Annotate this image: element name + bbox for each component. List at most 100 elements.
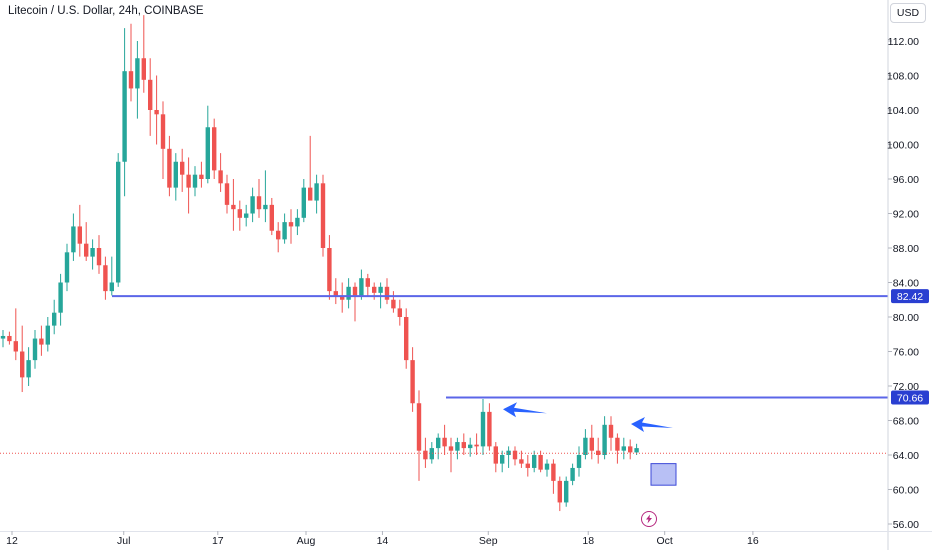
candle <box>109 256 114 296</box>
candle-body <box>352 286 358 296</box>
candle <box>0 329 6 348</box>
target-box[interactable] <box>650 463 677 486</box>
candle <box>480 398 486 455</box>
price-axis[interactable]: 112.00 108.00 104.00 100.00 96.00 92.00 88.00 8… <box>887 0 919 550</box>
candle <box>372 282 377 300</box>
candle-body <box>391 299 396 309</box>
price-tick-label: 96.00 <box>893 174 919 186</box>
candle-body <box>365 278 370 287</box>
time-tick-label: 14 <box>377 535 389 547</box>
candle <box>628 439 633 460</box>
candle-body <box>493 446 498 464</box>
candle <box>583 429 588 460</box>
candle <box>448 437 454 473</box>
candle <box>167 135 172 197</box>
price-tick-label: 72.00 <box>893 381 919 393</box>
price-label-text: 70.66 <box>897 393 923 405</box>
candle <box>122 28 127 197</box>
candle <box>320 174 326 257</box>
candle <box>455 437 460 460</box>
candle-body <box>532 455 537 468</box>
currency-button[interactable]: USD <box>890 3 926 23</box>
drawings-layer: 82.42 70.66 <box>0 289 929 486</box>
candle-body <box>244 213 249 218</box>
candle <box>429 442 434 464</box>
candle-body <box>116 161 121 283</box>
candle <box>212 118 217 179</box>
candle <box>71 213 76 261</box>
price-tick-label: 60.00 <box>893 485 919 497</box>
candle <box>352 282 358 322</box>
candle <box>621 437 626 460</box>
time-tick-label: 18 <box>582 535 594 547</box>
time-tick-label: Oct <box>657 535 673 547</box>
candle-body <box>301 187 306 218</box>
candle-body <box>500 455 505 464</box>
candle-body <box>512 450 518 460</box>
candle <box>148 58 153 136</box>
candle <box>135 41 140 119</box>
candle-body <box>487 411 492 447</box>
candle-body <box>84 243 89 257</box>
candle <box>116 153 121 287</box>
lightning-icon[interactable] <box>641 511 657 527</box>
candle <box>384 278 390 305</box>
candle-body <box>256 196 262 210</box>
candle-body <box>250 196 255 214</box>
candle-body <box>282 222 287 240</box>
candle-body <box>96 248 102 266</box>
candle-body <box>7 335 12 342</box>
candle <box>173 153 178 201</box>
candle <box>532 450 537 473</box>
candle-body <box>205 127 210 179</box>
candle <box>237 200 242 231</box>
candle <box>160 101 166 179</box>
candle <box>596 437 601 464</box>
candle-body <box>564 480 569 503</box>
candle-body <box>480 411 486 447</box>
candle <box>205 105 210 184</box>
candle <box>397 299 402 326</box>
arrow-annotation[interactable] <box>503 402 547 418</box>
candle <box>538 450 543 473</box>
candle-body <box>576 455 582 468</box>
candle <box>602 416 607 460</box>
candle <box>128 23 134 102</box>
price-tick-label: 100.00 <box>887 140 919 152</box>
candle <box>301 179 306 223</box>
candle-body <box>404 317 409 361</box>
candle-body <box>13 341 18 352</box>
candle <box>564 476 569 507</box>
candle <box>474 433 479 455</box>
candle-body <box>461 442 466 449</box>
candle-body <box>372 286 377 293</box>
price-tick-label: 84.00 <box>893 278 919 290</box>
time-tick-label: Jul <box>117 535 130 547</box>
candle-body <box>199 174 204 179</box>
candle-body <box>416 403 422 451</box>
candle <box>416 390 422 481</box>
arrow-annotation[interactable] <box>631 416 673 432</box>
candle-body <box>148 79 153 110</box>
candle <box>423 437 428 468</box>
candle-body <box>602 424 607 455</box>
candle <box>436 433 441 460</box>
price-tick-label: 88.00 <box>893 243 919 255</box>
candle-body <box>52 312 57 326</box>
candle-body <box>269 204 274 231</box>
time-axis[interactable]: 12 Jul 17 Aug 14 Sep 18 Oct 16 <box>0 531 932 547</box>
candle <box>512 446 518 466</box>
candle <box>96 235 102 274</box>
candle <box>231 179 236 231</box>
candle <box>340 282 345 313</box>
candle <box>224 174 230 214</box>
candle-body <box>570 467 575 481</box>
price-tick-label: 80.00 <box>893 312 919 324</box>
candle-body <box>103 265 108 292</box>
price-tick-label: 76.00 <box>893 347 919 359</box>
candle-body <box>288 222 294 227</box>
candle <box>576 446 582 477</box>
candle <box>45 317 50 352</box>
candle-body <box>90 248 95 257</box>
